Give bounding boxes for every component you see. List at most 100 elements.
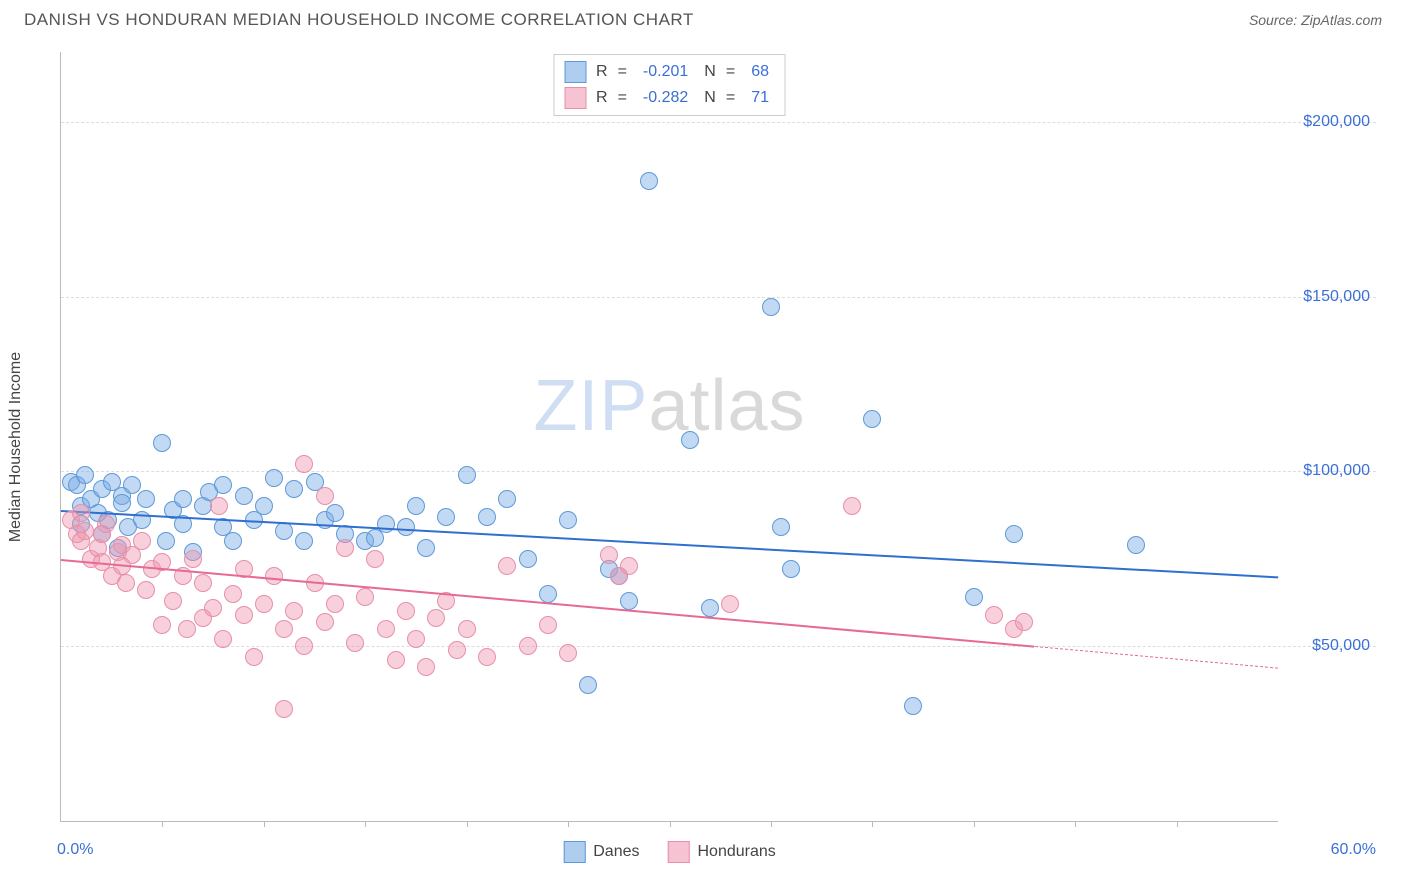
legend-swatch-hondurans	[667, 841, 689, 863]
data-point	[194, 574, 212, 592]
gridline	[61, 471, 1376, 472]
data-point	[519, 550, 537, 568]
y-tick-label: $200,000	[1303, 113, 1370, 131]
data-point	[458, 620, 476, 638]
data-point	[620, 592, 638, 610]
data-point	[316, 613, 334, 631]
data-point	[985, 606, 1003, 624]
data-point	[285, 480, 303, 498]
data-point	[224, 532, 242, 550]
data-point	[478, 648, 496, 666]
data-point	[214, 630, 232, 648]
swatch-hondurans	[564, 87, 586, 109]
data-point	[579, 676, 597, 694]
eq: =	[726, 89, 735, 107]
data-point	[255, 595, 273, 613]
x-tick	[162, 821, 163, 827]
data-point	[235, 606, 253, 624]
data-point	[1005, 525, 1023, 543]
y-axis-label: Median Household Income	[7, 352, 25, 542]
x-tick	[1075, 821, 1076, 827]
legend-item-danes: Danes	[563, 841, 639, 863]
r-value-hondurans: -0.282	[643, 89, 688, 107]
data-point	[174, 490, 192, 508]
data-point	[295, 637, 313, 655]
eq: =	[618, 63, 627, 81]
data-point	[407, 630, 425, 648]
data-point	[184, 550, 202, 568]
data-point	[448, 641, 466, 659]
eq: =	[726, 63, 735, 81]
x-tick	[264, 821, 265, 827]
legend: Danes Hondurans	[563, 841, 776, 863]
r-label: R	[596, 63, 608, 81]
x-tick	[467, 821, 468, 827]
trend-line-dashed	[1035, 646, 1278, 669]
data-point	[559, 511, 577, 529]
data-point	[417, 539, 435, 557]
legend-item-hondurans: Hondurans	[667, 841, 775, 863]
data-point	[427, 609, 445, 627]
x-tick	[568, 821, 569, 827]
legend-label-hondurans: Hondurans	[697, 843, 775, 861]
plot-area: Median Household Income ZIPatlas R = -0.…	[48, 52, 1376, 842]
x-min-label: 0.0%	[57, 841, 93, 859]
data-point	[387, 651, 405, 669]
data-point	[113, 494, 131, 512]
n-value-hondurans: 71	[751, 89, 769, 107]
data-point	[295, 455, 313, 473]
data-point	[336, 539, 354, 557]
source-prefix: Source:	[1249, 12, 1301, 28]
data-point	[478, 508, 496, 526]
gridline	[61, 297, 1376, 298]
source-name: ZipAtlas.com	[1301, 12, 1382, 28]
data-point	[863, 410, 881, 428]
data-point	[559, 644, 577, 662]
n-label: N	[704, 89, 716, 107]
data-point	[539, 585, 557, 603]
data-point	[377, 515, 395, 533]
data-point	[620, 557, 638, 575]
data-point	[285, 602, 303, 620]
data-point	[417, 658, 435, 676]
data-point	[76, 522, 94, 540]
data-point	[153, 434, 171, 452]
data-point	[701, 599, 719, 617]
data-point	[782, 560, 800, 578]
swatch-danes	[564, 61, 586, 83]
legend-label-danes: Danes	[593, 843, 639, 861]
data-point	[295, 532, 313, 550]
data-point	[904, 697, 922, 715]
gridline	[61, 646, 1376, 647]
data-point	[178, 620, 196, 638]
r-label: R	[596, 89, 608, 107]
data-point	[1015, 613, 1033, 631]
data-point	[346, 634, 364, 652]
data-point	[235, 487, 253, 505]
data-point	[137, 490, 155, 508]
gridline	[61, 122, 1376, 123]
data-point	[204, 599, 222, 617]
chart-title: DANISH VS HONDURAN MEDIAN HOUSEHOLD INCO…	[24, 10, 694, 30]
r-value-danes: -0.201	[643, 63, 688, 81]
scatter-plot: ZIPatlas R = -0.201 N = 68 R = -0.282 N …	[60, 52, 1278, 822]
y-tick-label: $100,000	[1303, 462, 1370, 480]
data-point	[397, 602, 415, 620]
data-point	[275, 620, 293, 638]
data-point	[214, 476, 232, 494]
x-tick	[872, 821, 873, 827]
data-point	[157, 532, 175, 550]
y-tick-label: $150,000	[1303, 288, 1370, 306]
eq: =	[618, 89, 627, 107]
data-point	[519, 637, 537, 655]
data-point	[498, 490, 516, 508]
data-point	[366, 550, 384, 568]
data-point	[265, 469, 283, 487]
watermark-zip: ZIP	[533, 366, 648, 446]
data-point	[377, 620, 395, 638]
data-point	[539, 616, 557, 634]
data-point	[72, 504, 90, 522]
data-point	[843, 497, 861, 515]
data-point	[356, 588, 374, 606]
chart-header: DANISH VS HONDURAN MEDIAN HOUSEHOLD INCO…	[0, 0, 1406, 36]
